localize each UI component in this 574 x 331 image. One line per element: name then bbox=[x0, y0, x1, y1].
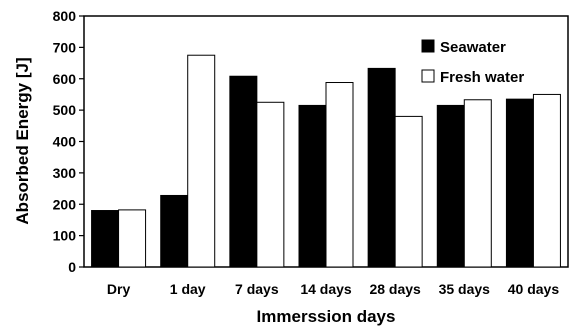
bar-fresh-water-6 bbox=[532, 93, 561, 268]
x-axis-title: Immerssion days bbox=[257, 307, 396, 326]
y-tick-label: 600 bbox=[53, 71, 77, 87]
legend-label-seawater: Seawater bbox=[440, 39, 506, 56]
bar-fresh-water-5 bbox=[463, 99, 492, 268]
bar-fresh-water-3 bbox=[325, 82, 354, 268]
bar-seawater-2 bbox=[229, 75, 258, 268]
x-axis: Dry 1 day 7 days 14 days 28 days 35 days 40 da… bbox=[107, 281, 559, 297]
bar-seawater-0 bbox=[91, 210, 120, 268]
bar-seawater-4 bbox=[367, 67, 396, 268]
legend-swatch-fresh-water bbox=[421, 69, 435, 83]
bar-fresh-water-0 bbox=[118, 209, 147, 268]
legend-label-fresh-water: Fresh water bbox=[440, 69, 524, 86]
y-axis: 0 100 200 300 400 500 600 700 800 bbox=[53, 8, 84, 275]
y-tick-label: 100 bbox=[53, 228, 77, 244]
y-tick-label: 700 bbox=[53, 39, 77, 55]
bar-fresh-water-4 bbox=[394, 115, 423, 268]
legend: Seawater Fresh water bbox=[421, 39, 524, 86]
y-axis-title: Absorbed Energy [J] bbox=[13, 57, 32, 224]
bar-seawater-1 bbox=[160, 194, 189, 268]
y-tick-label: 300 bbox=[53, 165, 77, 181]
x-tick-label: Dry bbox=[107, 281, 131, 297]
x-tick-label: 1 day bbox=[170, 281, 206, 297]
bar-seawater-6 bbox=[505, 98, 534, 268]
x-tick-label: 35 days bbox=[439, 281, 491, 297]
bar-seawater-5 bbox=[436, 104, 465, 268]
y-tick-label: 800 bbox=[53, 8, 77, 24]
legend-swatch-seawater bbox=[421, 39, 435, 53]
x-tick-label: 28 days bbox=[369, 281, 421, 297]
bar-fresh-water-2 bbox=[256, 101, 285, 268]
y-tick-label: 400 bbox=[53, 134, 77, 150]
y-tick-label: 200 bbox=[53, 196, 77, 212]
x-tick-label: 14 days bbox=[300, 281, 352, 297]
bar-fresh-water-1 bbox=[187, 54, 216, 268]
y-tick-label: 500 bbox=[53, 102, 77, 118]
y-tick-label: 0 bbox=[68, 259, 76, 275]
bar-seawater-3 bbox=[298, 104, 327, 268]
x-tick-label: 40 days bbox=[508, 281, 560, 297]
x-tick-label: 7 days bbox=[235, 281, 279, 297]
bars-group bbox=[91, 54, 561, 268]
